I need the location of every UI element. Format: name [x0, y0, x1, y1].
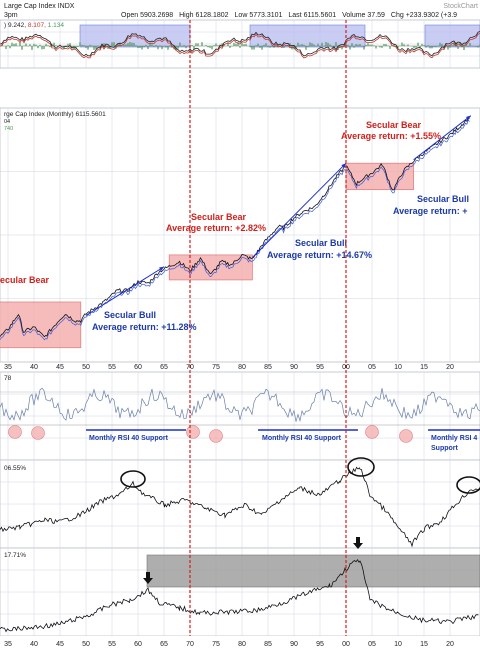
bull2-return: Average return: +14.67% — [267, 250, 372, 260]
bear3-return: Average return: +1.55% — [341, 131, 441, 141]
x-tick-label-price: 00 — [342, 364, 350, 371]
rsi-panel-label: 78 — [4, 375, 12, 382]
bull3-return: Average return: + — [393, 206, 467, 216]
price-panel — [0, 115, 472, 349]
bear1-label: ecular Bear — [0, 275, 50, 285]
rsi-oversold-circle-5 — [365, 425, 379, 439]
x-tick-label-price: 10 — [394, 364, 402, 371]
price-panel-sub1: 04 — [4, 119, 10, 125]
bear2-title: Secular Bear — [191, 212, 247, 222]
rsi-oversold-circle-2 — [31, 426, 45, 440]
ratio-panel-1 — [0, 457, 480, 548]
price-line — [0, 116, 470, 338]
x-tick-label-price: 65 — [160, 364, 168, 371]
ratio1-peak-ellipse-1 — [120, 470, 146, 488]
x-tick-label: 05 — [368, 641, 376, 648]
x-tick-label: 35 — [4, 641, 12, 648]
trend-arrow-2 — [341, 163, 346, 168]
x-tick-label: 95 — [316, 641, 324, 648]
x-tick-label-price: 85 — [264, 364, 272, 371]
ratio2-label: 17.71% — [4, 552, 26, 559]
rsi-support-3b: Support — [431, 445, 458, 452]
ratio1-line — [0, 466, 480, 548]
x-tick-label-price: 90 — [290, 364, 298, 371]
ratio1-peak-ellipse-3 — [456, 476, 480, 494]
x-tick-label-price: 50 — [82, 364, 90, 371]
bull1-return: Average return: +11.28% — [92, 322, 196, 332]
x-tick-label: 80 — [238, 641, 246, 648]
bull3-title: Secular Bull — [417, 194, 469, 204]
ratio2-arrow-head-1 — [143, 578, 153, 584]
chart-title: Large Cap Index INDX — [4, 3, 75, 10]
x-tick-label: 55 — [108, 641, 116, 648]
bear2-return: Average return: +2.82% — [166, 223, 266, 233]
x-tick-label-price: 45 — [56, 364, 64, 371]
ratio1-label: 06.55% — [4, 465, 26, 472]
top-signal-line — [0, 32, 480, 59]
x-tick-label: 75 — [212, 641, 220, 648]
x-tick-label: 00 — [342, 641, 350, 648]
x-tick-label: 70 — [186, 641, 194, 648]
trend-arrow-1 — [159, 266, 164, 271]
ratio2-gray-zone — [146, 554, 480, 588]
ratio2-arrow-stem-2 — [356, 537, 360, 543]
top-indicator-panel — [0, 24, 480, 59]
rsi-support-1: Monthly RSI 40 Support — [89, 435, 169, 442]
x-tick-label: 85 — [264, 641, 272, 648]
x-tick-label-price: 40 — [30, 364, 38, 371]
ratio2-arrow-stem-1 — [146, 572, 150, 578]
x-tick-label-price: 70 — [186, 364, 194, 371]
bear-box-1 — [0, 301, 82, 349]
bear3-title: Secular Bear — [366, 120, 422, 130]
top-zone-2 — [249, 24, 366, 48]
top-panel-label: ) 9.242, 8.107, 1.134 — [4, 22, 64, 29]
chart-time: 3pm — [4, 12, 18, 19]
x-tick-label: 20 — [446, 641, 454, 648]
rsi-panel — [0, 387, 480, 443]
x-tick-label: 50 — [82, 641, 90, 648]
x-tick-label-price: 80 — [238, 364, 246, 371]
bull1-title: Secular Bull — [104, 310, 156, 320]
x-tick-label: 60 — [134, 641, 142, 648]
rsi-oversold-circle-1 — [8, 425, 22, 439]
rsi-support-3a: Monthly RSI 4 — [431, 435, 477, 442]
rsi-oversold-circle-3 — [186, 425, 200, 439]
top-zone-3 — [424, 24, 480, 48]
rsi-line — [0, 387, 480, 423]
x-tick-label: 10 — [394, 641, 402, 648]
trend-arrow-3 — [465, 115, 471, 121]
ohlc-readout: Open 5903.2698 High 6128.1802 Low 5773.3… — [121, 12, 457, 19]
bull2-title: Secular Bull — [295, 238, 347, 248]
x-tick-label-price: 95 — [316, 364, 324, 371]
x-tick-label: 15 — [420, 641, 428, 648]
x-tick-label-price: 35 — [4, 364, 12, 371]
trend-line-3 — [413, 115, 472, 161]
x-tick-label-price: 05 — [368, 364, 376, 371]
rsi-support-2: Monthly RSI 40 Support — [262, 435, 342, 442]
rsi-oversold-circle-6 — [399, 429, 413, 443]
price-ma-line — [0, 119, 470, 341]
top-main-line — [0, 30, 480, 57]
ratio1-peak-ellipse-2 — [347, 457, 375, 477]
x-tick-label-price: 55 — [108, 364, 116, 371]
ratio2-arrow-head-2 — [353, 543, 363, 549]
watermark: StockChart — [443, 3, 478, 10]
x-tick-label-price: 20 — [446, 364, 454, 371]
bear-box-3 — [345, 162, 414, 191]
price-panel-sub2: 740 — [4, 126, 13, 132]
x-tick-label-price: 75 — [212, 364, 220, 371]
x-tick-label: 65 — [160, 641, 168, 648]
price-panel-label: rge Cap Index (Monthly) 6115.5601 — [4, 111, 106, 118]
x-tick-label: 90 — [290, 641, 298, 648]
ratio2-line — [0, 558, 479, 633]
rsi-oversold-circle-4 — [209, 429, 223, 443]
trend-line-2 — [252, 162, 347, 258]
trend-line-1 — [85, 266, 165, 316]
x-tick-label-price: 60 — [134, 364, 142, 371]
x-tick-label: 40 — [30, 641, 38, 648]
x-tick-label-price: 15 — [420, 364, 428, 371]
x-tick-label: 45 — [56, 641, 64, 648]
ratio-panel-2 — [0, 537, 480, 633]
